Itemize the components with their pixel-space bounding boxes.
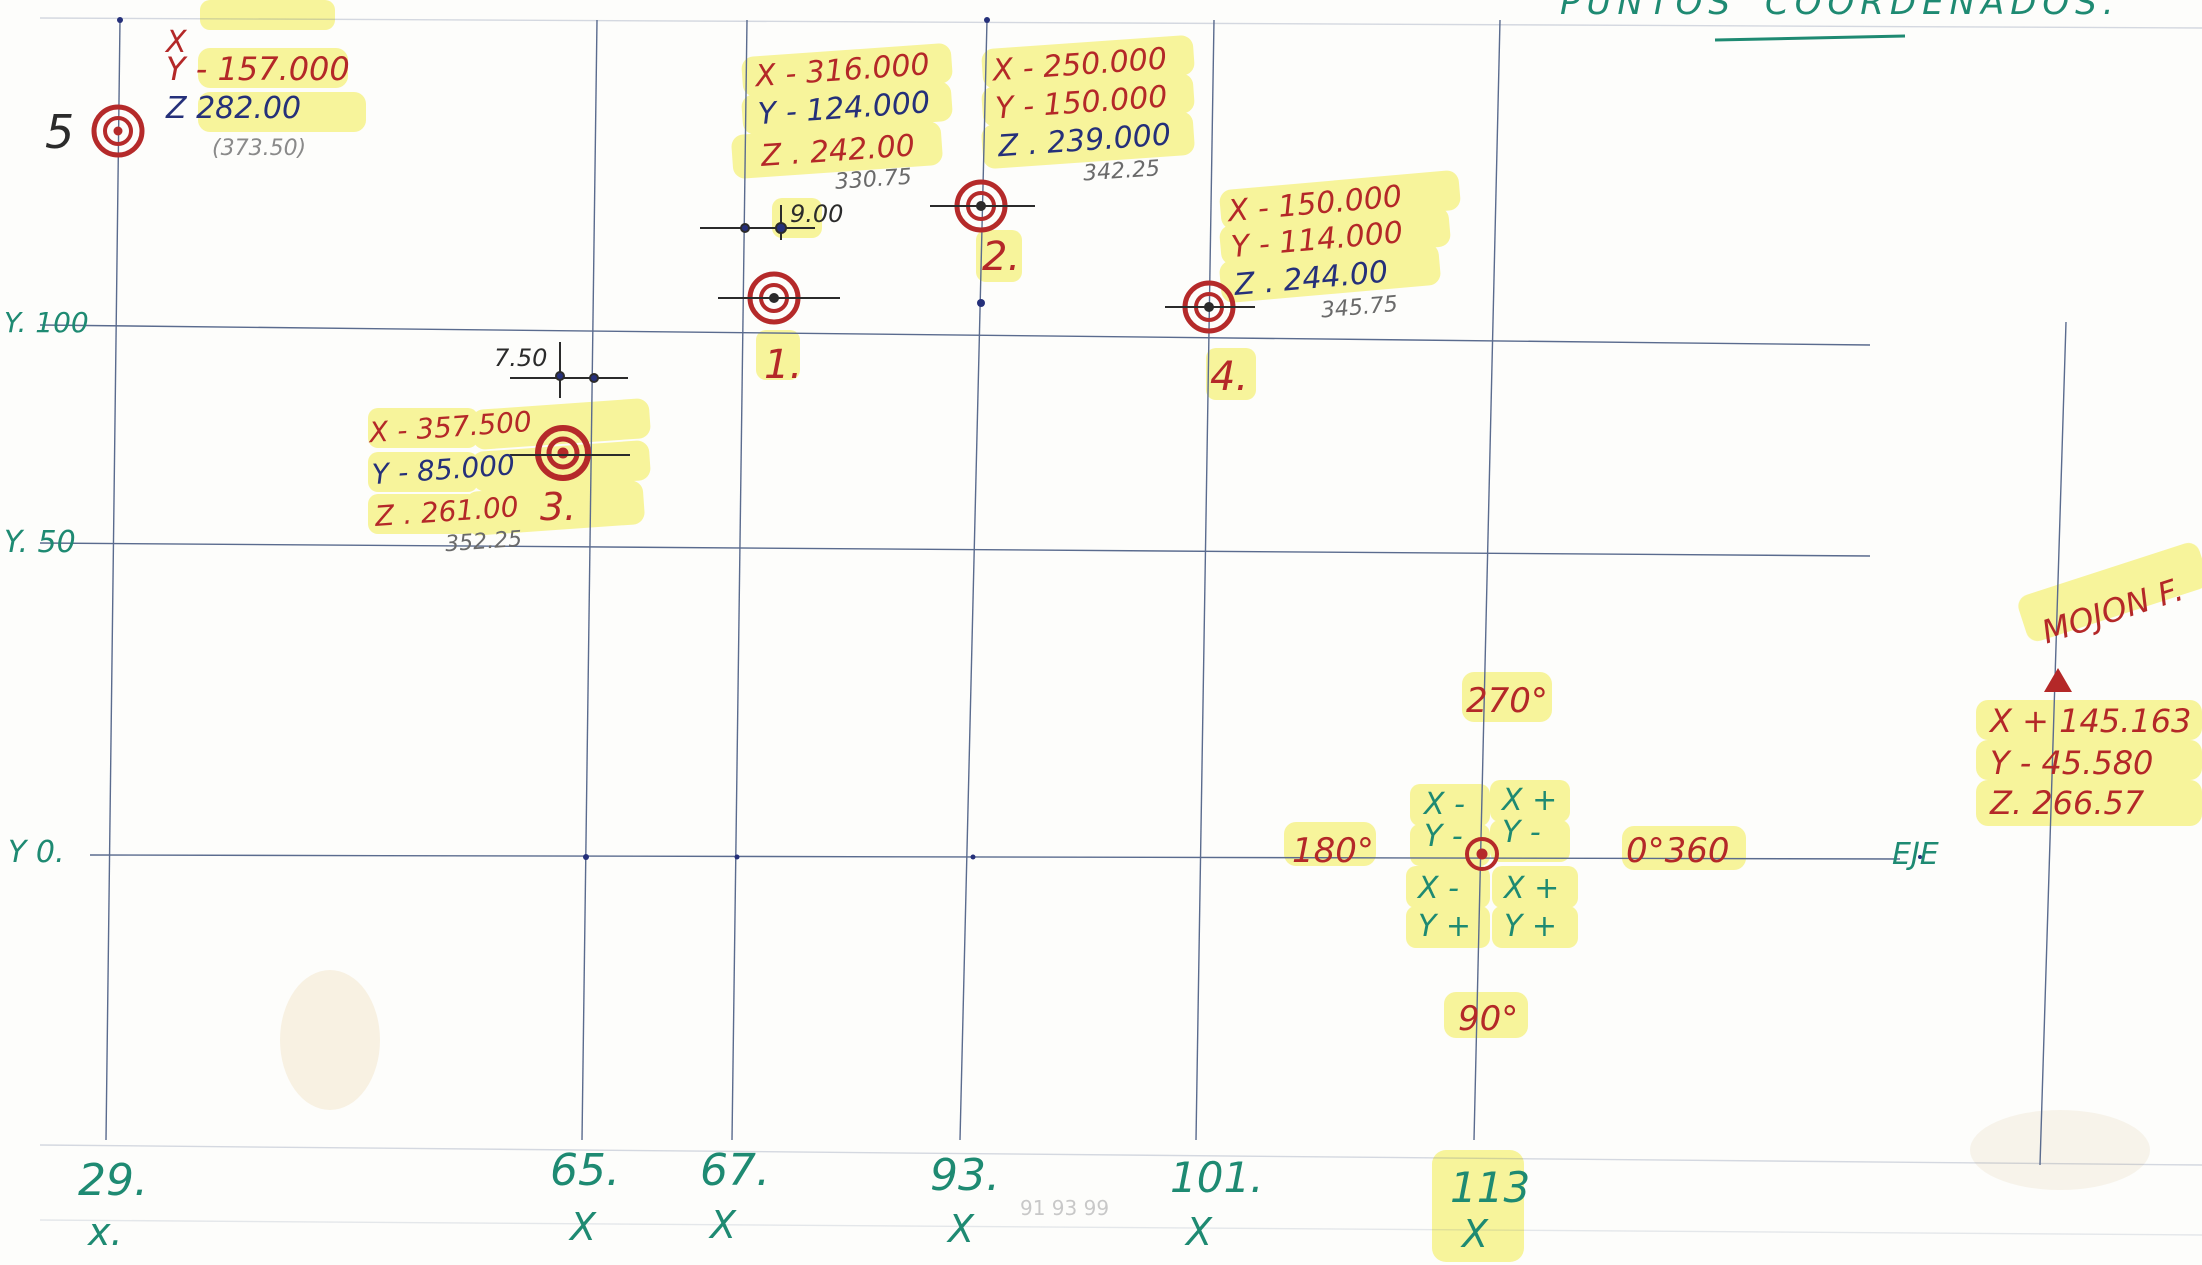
point-4-number: 4. [1210, 354, 1248, 400]
label-x-101-sub: X [1184, 1210, 1213, 1254]
target-origin [1465, 837, 1499, 871]
compass-270: 270° [1466, 681, 1548, 721]
crosshairs [510, 205, 1255, 456]
axis-dots [117, 17, 1922, 860]
label-y-0: Y 0. [8, 835, 64, 870]
target-5 [91, 104, 145, 158]
header-underline [1714, 34, 1906, 42]
point-3-number: 3. [540, 485, 576, 529]
quadrant-ul-y: Y - [1424, 819, 1463, 854]
hline-0 [89, 854, 1901, 860]
mojon: MOJON F. X + 145.163 Y - 45.580 Z. 266.5… [1988, 570, 2191, 822]
vline-29 [105, 19, 121, 1141]
compass: 270° 180° 0°360 90° X - Y - X + Y - X - … [1292, 681, 1730, 1039]
label-x-113-sub: X [1460, 1212, 1489, 1256]
compass-0-360: 0°360 [1626, 831, 1730, 871]
label-x-29-sub: x. [87, 1210, 123, 1254]
label-x-29: 29. [78, 1155, 148, 1206]
label-x-67-sub: X [708, 1203, 737, 1247]
label-y-50: Y. 50 [4, 525, 76, 560]
point-5-y: Y - 157.000 [166, 50, 350, 88]
point-1-note: 330.75 [834, 165, 913, 195]
hline-bottom [39, 1144, 2202, 1166]
paper-stain [280, 970, 380, 1110]
quadrant-ur-x: X + [1500, 783, 1557, 818]
faint-ticks: 91 93 99 [1020, 1196, 1109, 1220]
mojon-x: X + 145.163 [1988, 702, 2191, 740]
hline-top [39, 17, 2202, 29]
label-y-100: Y. 100 [4, 306, 89, 339]
vline-mojon [2039, 321, 2067, 1166]
label-x-93-sub: X [946, 1207, 975, 1251]
hline-bottom2 [39, 1219, 2202, 1236]
compass-90: 90° [1458, 999, 1518, 1039]
point-1-number: 1. [764, 342, 802, 388]
header-title-right: COORDENADOS. [1765, 0, 2120, 23]
label-x-93: 93. [930, 1150, 1000, 1201]
grid [39, 17, 2202, 1236]
point-1: X - 316.000 Y - 124.000 Z . 242.00 330.7… [752, 47, 931, 195]
label-x-65: 65. [550, 1145, 620, 1196]
vline-113 [1473, 19, 1501, 1141]
paper-stain [1970, 1110, 2150, 1190]
quadrant-ul-x: X - [1422, 787, 1465, 822]
point-5-z: Z 282.00 [165, 91, 301, 126]
point-5-number: 5 [45, 105, 74, 159]
point-2-note: 342.25 [1082, 156, 1161, 186]
hline-50 [39, 542, 1871, 557]
point-1-offset: 9.00 [790, 200, 843, 228]
point-5-note: (373.50) [212, 136, 306, 161]
vline-101 [1195, 19, 1215, 1141]
point-4: X - 150.000 Y - 114.000 Z . 244.00 345.7… [1224, 179, 1404, 324]
vline-67 [731, 19, 748, 1141]
label-x-113: 113 [1450, 1163, 1530, 1212]
point-3-offset: 7.50 [494, 344, 547, 372]
target-3 [535, 425, 591, 481]
label-x-101: 101. [1170, 1153, 1264, 1202]
point-3-note: 352.25 [444, 527, 523, 557]
point-5-x: X [164, 25, 188, 60]
mojon-z: Z. 266.57 [1989, 784, 2145, 822]
mojon-y: Y - 45.580 [1990, 744, 2153, 782]
label-eje: EJE [1892, 837, 1939, 872]
highlights [198, 0, 2202, 1262]
hline-100 [39, 324, 1871, 346]
point-5: 5 X Y - 157.000 Z 282.00 (373.50) [45, 25, 350, 161]
compass-180: 180° [1292, 831, 1374, 871]
quadrant-ll-x: X - [1416, 871, 1459, 906]
quadrant-lr-y: Y + [1504, 909, 1557, 944]
quadrant-lr-x: X + [1502, 871, 1559, 906]
mojon-marker [2044, 668, 2072, 692]
quadrant-ur-y: Y - [1502, 815, 1541, 850]
header-title-left: PUNTOS [1560, 0, 1736, 23]
quadrant-ll-y: Y + [1418, 909, 1471, 944]
label-x-65-sub: X [568, 1205, 597, 1249]
point-4-note: 345.75 [1320, 292, 1399, 324]
point-2-number: 2. [982, 234, 1020, 280]
vline-65 [581, 19, 598, 1141]
axis-labels: Y. 100 Y. 50 Y 0. 29. x. 65. X 67. X 93.… [4, 306, 1939, 1256]
label-x-67: 67. [700, 1145, 770, 1196]
